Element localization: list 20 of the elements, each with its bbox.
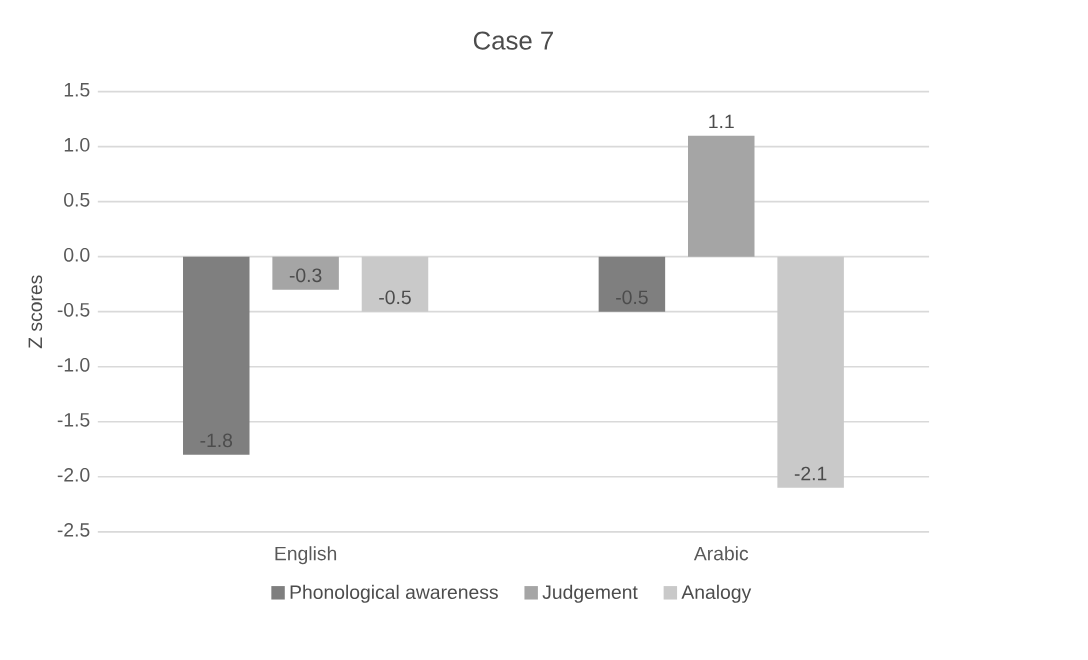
y-tick-label: 1.0 [64,137,90,152]
y-tick-label: 0.0 [64,247,90,262]
legend-label: Judgement [542,584,638,603]
x-tick-label: Arabic [693,546,749,561]
chart-title: Case 7 [473,31,553,50]
y-axis-title: Z scores [28,275,43,349]
y-tick-label: -1.0 [57,357,90,372]
y-tick-label: 0.5 [64,192,90,207]
legend-label: Phonological awareness [290,584,498,603]
y-tick-label: -0.5 [57,302,90,317]
data-label: 1.1 [709,114,734,129]
legend-label: Analogy [681,584,752,603]
data-label: -2.1 [794,466,827,481]
x-tick-label: English [275,546,337,565]
y-tick-label: -2.0 [57,467,90,482]
y-tick-label: -2.5 [57,522,90,537]
y-tick-label: -1.5 [57,413,90,427]
y-tick-label: 1.5 [64,83,90,97]
data-label: -0.3 [289,268,322,283]
data-label: -0.5 [379,290,411,305]
